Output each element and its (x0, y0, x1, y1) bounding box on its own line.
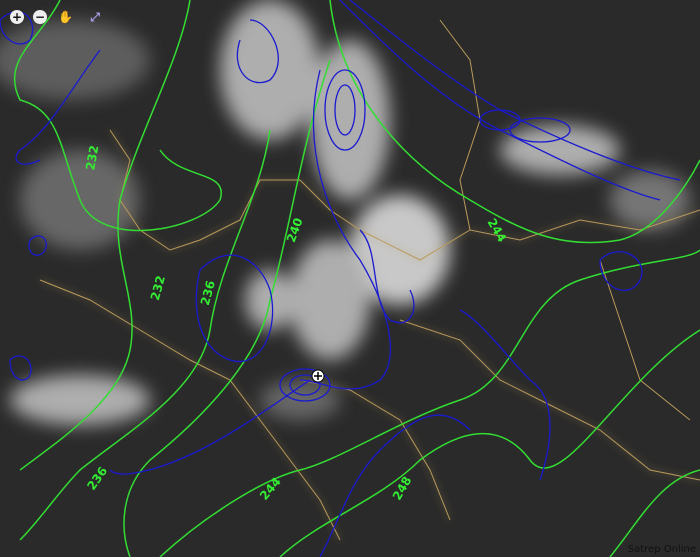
fullscreen-icon[interactable]: ⤢ (90, 10, 100, 24)
blue-contours (0, 0, 681, 557)
contour-label: 244 (257, 475, 284, 503)
country-borders-sharp (39, 19, 700, 541)
zoom-out-button[interactable]: − (33, 10, 47, 24)
credit-text: Satrep Online (627, 544, 696, 555)
contour-label: 240 (284, 216, 306, 244)
contour-label: 236 (84, 464, 110, 493)
contour-label: 232 (148, 274, 168, 302)
green-contours (13, 0, 700, 557)
cloud-layer (0, 0, 690, 425)
zoom-in-button[interactable]: + (10, 10, 24, 24)
contour-label: 232 (83, 144, 101, 171)
pan-hand-icon[interactable]: ✋ (58, 10, 73, 24)
contour-label: 248 (390, 474, 415, 503)
contour-label: 236 (198, 279, 218, 307)
location-marker-icon (311, 369, 325, 383)
